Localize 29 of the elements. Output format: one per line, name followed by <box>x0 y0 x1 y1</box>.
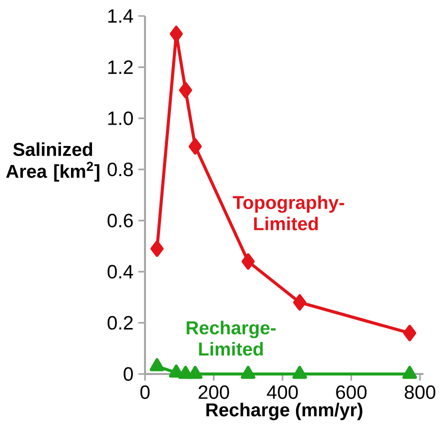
point <box>242 253 255 270</box>
point <box>403 324 416 342</box>
y-axis-title: Salinized Area [km$^{2}$] <box>6 142 100 182</box>
x-tick-label: 0 <box>140 385 150 399</box>
y-tick-label: 0.2 <box>108 316 133 330</box>
point <box>188 138 202 155</box>
point <box>293 294 306 311</box>
point <box>150 358 164 372</box>
series-label: Topography-Limited <box>232 195 344 230</box>
point <box>292 366 307 379</box>
point <box>179 82 192 98</box>
point <box>402 366 417 379</box>
x-tick-label: 800 <box>404 385 436 399</box>
y-tick-label: 0.4 <box>108 264 134 279</box>
y-tick-label: 1.0 <box>108 111 133 126</box>
y-tick-label: 1.2 <box>108 60 133 74</box>
y-tick-label: 0.6 <box>108 214 133 228</box>
point <box>240 366 256 379</box>
y-tick-label: 0 <box>124 367 133 381</box>
x-tick-label: 600 <box>336 385 367 399</box>
point <box>150 240 164 257</box>
point <box>170 26 183 42</box>
y-tick-label: 1.4 <box>108 9 134 23</box>
point <box>188 366 202 379</box>
series-label: Recharge-Limited <box>186 320 276 356</box>
y-tick-label: 0.8 <box>108 162 133 176</box>
x-tick-label: 400 <box>266 385 298 399</box>
x-axis-title: Recharge (mm/yr) <box>206 402 362 420</box>
x-tick-label: 200 <box>198 385 230 399</box>
